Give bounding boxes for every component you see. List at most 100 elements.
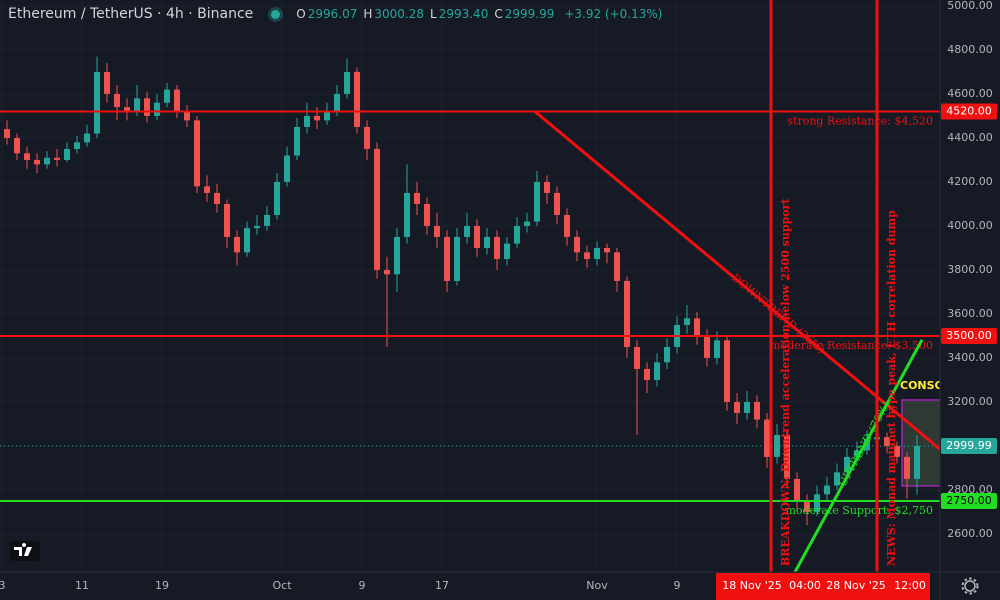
candle-body — [384, 269, 390, 275]
y-tick-label: 3400.00 — [947, 351, 993, 364]
candle-body — [594, 247, 600, 259]
candle-body — [864, 439, 870, 451]
candle-body — [734, 401, 740, 413]
price-label: 3500.00 — [946, 329, 992, 342]
y-tick-label: 3600.00 — [947, 307, 993, 320]
candle-body — [694, 318, 700, 336]
candle-body — [774, 434, 780, 457]
trend-line — [534, 110, 940, 451]
candle-body — [554, 192, 560, 215]
candle-body — [684, 318, 690, 325]
candle-body — [814, 494, 820, 512]
candle-body — [824, 485, 830, 495]
candle-body — [844, 456, 850, 473]
ohlc-key: O — [296, 7, 306, 21]
tv-logo[interactable] — [10, 541, 40, 561]
x-highlight-label: 12:00 — [894, 579, 926, 592]
candle-body — [74, 142, 80, 149]
price-label-bg — [941, 437, 997, 454]
ohlc-value: 2993.40 — [438, 7, 489, 21]
candle-body — [854, 450, 860, 457]
candle-body — [624, 280, 630, 347]
ohlc-value: 2996.07 — [307, 7, 358, 21]
candle-body — [14, 137, 20, 154]
candle-body — [34, 159, 40, 165]
candle-body — [724, 340, 730, 402]
candle-body — [184, 111, 190, 121]
candle-body — [524, 221, 530, 226]
y-tick-label: 2800.00 — [947, 483, 993, 496]
ohlc-key: L — [430, 7, 437, 21]
candle-body — [234, 236, 240, 253]
x-tick-label: 3 — [0, 579, 6, 592]
symbol: Ethereum / TetherUS · 4h · Binance — [8, 6, 254, 22]
candle-body — [904, 456, 910, 479]
candle-body — [204, 186, 210, 193]
price-label-bg — [941, 103, 997, 120]
candle-body — [64, 148, 70, 160]
candle-body — [514, 225, 520, 244]
ohlc-value: 3000.28 — [374, 7, 425, 21]
settings-icon[interactable] — [961, 577, 979, 595]
candle-body — [114, 93, 120, 108]
candle-body — [4, 129, 10, 138]
candle-body — [24, 153, 30, 160]
x-tick-label: 17 — [435, 579, 449, 592]
candle-body — [484, 236, 490, 248]
candle-body — [194, 120, 200, 187]
candle-body — [584, 252, 590, 259]
candle-body — [54, 157, 60, 160]
candle-body — [614, 252, 620, 281]
candle-body — [914, 445, 920, 479]
y-tick-label: 5000.00 — [947, 0, 993, 12]
candle-body — [244, 228, 250, 253]
candle-body — [644, 368, 650, 380]
price-label: 2750.00 — [946, 494, 992, 507]
market-status[interactable] — [271, 9, 281, 19]
candle-body — [404, 192, 410, 237]
x-tick-label: Oct — [272, 579, 292, 592]
event-label: NEWS: Monad mainnet hype peak, ETH corre… — [885, 210, 898, 566]
y-tick-label: 4600.00 — [947, 87, 993, 100]
current-price-label: 2999.99 — [946, 439, 992, 452]
candle-body — [564, 214, 570, 237]
ohlc: O 2996.07 H 3000.28 L 2993.40 C 2999.99 — [296, 7, 558, 21]
candle-body — [274, 181, 280, 215]
y-tick-label: 4800.00 — [947, 43, 993, 56]
candle-body — [134, 98, 140, 112]
y-tick-label: 3200.00 — [947, 395, 993, 408]
x-highlight-label: 04:00 — [789, 579, 821, 592]
x-highlight-label: 18 Nov '25 — [722, 579, 781, 592]
x-highlight-label: 28 Nov '25 — [826, 579, 885, 592]
y-tick-label: 4000.00 — [947, 219, 993, 232]
x-tick-label: 11 — [75, 579, 89, 592]
candle-body — [464, 225, 470, 237]
candle-body — [474, 225, 480, 248]
candle-body — [104, 71, 110, 94]
candle-body — [894, 445, 900, 457]
candle-body — [654, 362, 660, 380]
candle-body — [214, 192, 220, 204]
candle-body — [704, 335, 710, 358]
plot-area: strong Resistance: $4,520 moderate Resist… — [0, 0, 940, 572]
x-tick-label: 9 — [359, 579, 366, 592]
candle-body — [744, 401, 750, 413]
candle-body — [344, 71, 350, 94]
x-tick-label: Nov — [586, 579, 608, 592]
candle-body — [504, 243, 510, 259]
candle-body — [784, 434, 790, 479]
candle-body — [454, 236, 460, 281]
candle-body — [794, 478, 800, 501]
candle-body — [84, 133, 90, 143]
candle-body — [364, 126, 370, 149]
candle-body — [144, 98, 150, 116]
price-label: 4520.00 — [946, 105, 992, 118]
level-note: strong Resistance: $4,520 — [787, 115, 933, 128]
trend-line — [793, 339, 924, 572]
candle-body — [754, 401, 760, 420]
x-highlight — [716, 573, 930, 600]
candle-body — [444, 236, 450, 281]
